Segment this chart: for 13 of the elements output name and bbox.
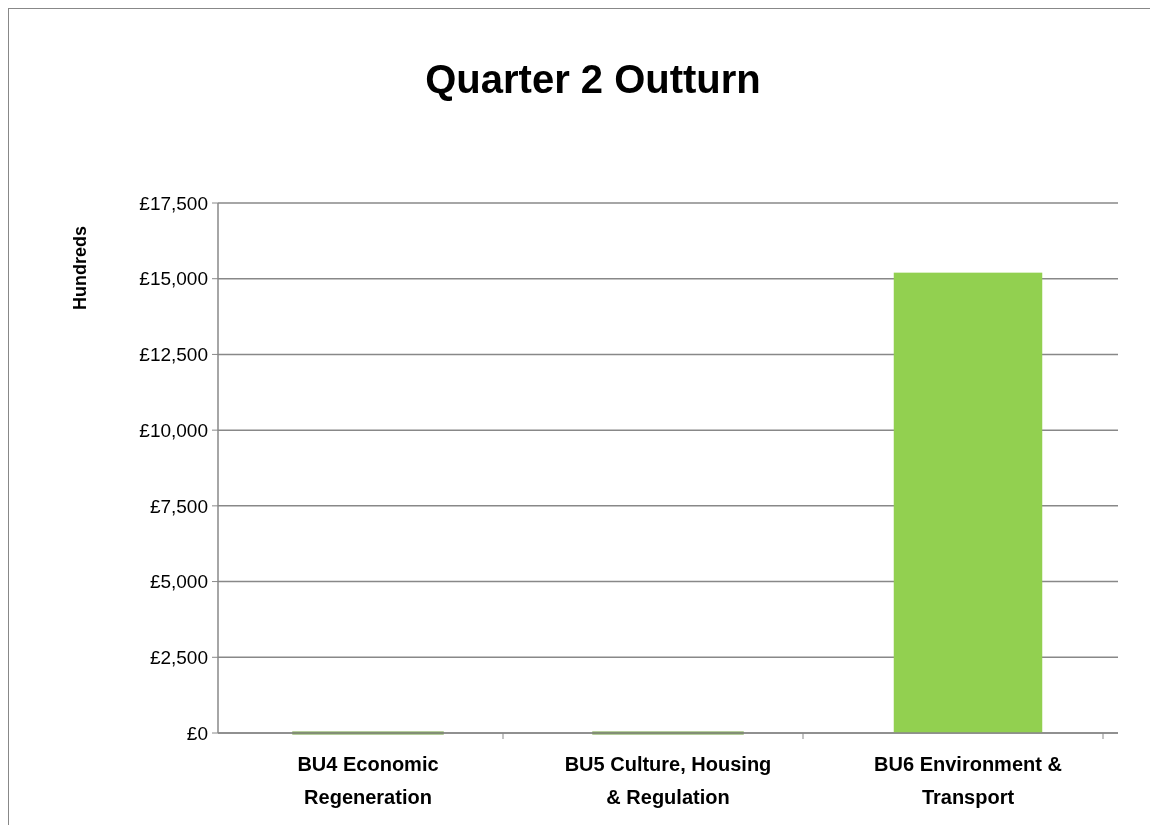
y-tick-label: £0 <box>186 722 208 744</box>
x-tick-label: BU4 Economic Regeneration <box>297 753 439 808</box>
chart-title: Quarter 2 Outturn <box>425 57 761 101</box>
y-tick-label: £5,000 <box>149 571 208 593</box>
y-tick-label: £10,000 <box>139 419 208 441</box>
y-tick-label: £7,500 <box>149 495 208 517</box>
y-tick-label: £12,500 <box>139 344 208 366</box>
y-tick-label: £15,000 <box>139 268 208 290</box>
y-axis-title: Hundreds <box>70 225 90 311</box>
y-tick-label: £2,500 <box>149 646 208 668</box>
y-tick-label: £17,500 <box>139 192 208 214</box>
x-tick-label: BU5 Culture, Housing & Regulation <box>564 753 772 808</box>
x-tick-label: BU6 Environment & Transport <box>874 753 1062 808</box>
